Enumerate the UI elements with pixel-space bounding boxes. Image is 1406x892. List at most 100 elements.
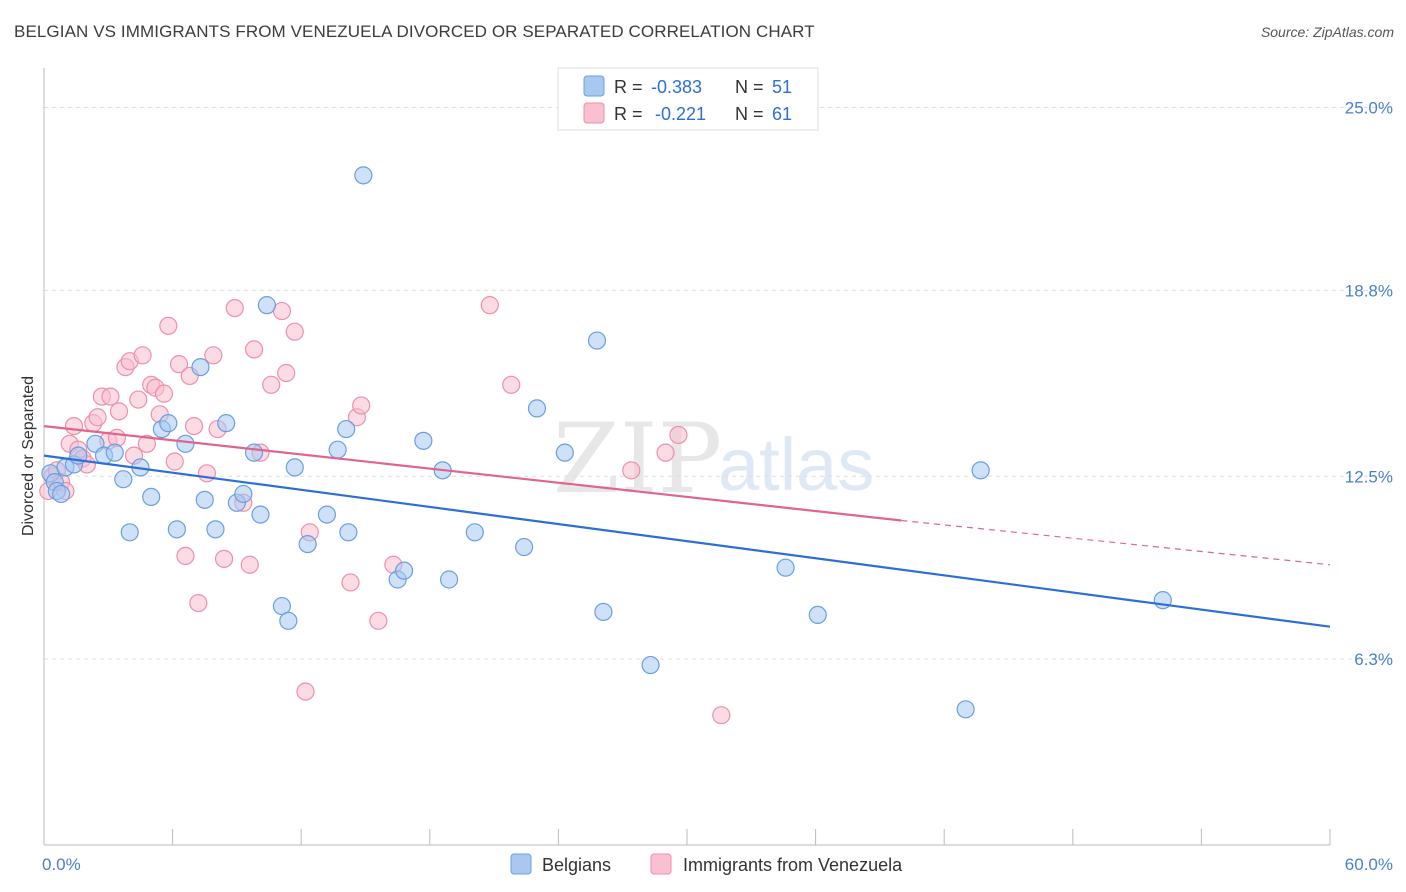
legend-n-value-belgians: 51	[772, 77, 792, 97]
data-point	[189, 593, 208, 613]
data-point	[712, 706, 731, 725]
data-point	[176, 546, 195, 566]
data-point	[105, 443, 124, 462]
data-point	[142, 487, 161, 506]
legend-r-value-belgians: -0.383	[651, 77, 702, 97]
data-point	[206, 520, 225, 539]
y-tick-labels: 6.3% 12.5% 18.8% 25.0%	[1345, 99, 1393, 670]
data-point	[88, 408, 107, 427]
data-point	[339, 523, 358, 542]
legend-swatch-belgians	[583, 75, 605, 97]
data-point	[240, 555, 259, 574]
data-point	[394, 561, 414, 580]
data-point	[285, 322, 304, 341]
data-point	[159, 316, 178, 335]
data-point	[298, 534, 317, 554]
data-point	[352, 396, 371, 415]
data-point	[354, 166, 373, 185]
data-point	[515, 537, 534, 557]
data-point	[277, 363, 296, 383]
trend-lines	[43, 425, 1331, 628]
x-tick-label-min: 0.0%	[42, 855, 81, 874]
data-point	[184, 417, 204, 436]
data-point	[776, 558, 795, 577]
legend-r-label-venezuela: R =	[614, 104, 643, 124]
data-point	[262, 375, 281, 394]
data-point	[165, 452, 184, 471]
data-point	[214, 549, 234, 568]
data-point	[109, 402, 129, 421]
data-point	[217, 414, 236, 433]
data-point	[167, 520, 186, 539]
data-point	[244, 443, 264, 462]
bottom-legend-label-venezuela: Immigrants from Venezuela	[683, 855, 903, 875]
data-point	[279, 611, 298, 630]
data-point	[204, 346, 223, 365]
legend-n-label-venezuela: N =	[735, 104, 764, 124]
data-point	[317, 505, 337, 524]
data-point	[808, 605, 827, 625]
data-point	[257, 296, 277, 315]
legend-n-value-venezuela: 61	[772, 104, 792, 124]
data-point	[555, 443, 574, 462]
data-point	[527, 399, 547, 418]
data-point	[414, 431, 433, 450]
chart-title: BELGIAN VS IMMIGRANTS FROM VENEZUELA DIV…	[14, 22, 815, 41]
legend-r-label-belgians: R =	[614, 77, 643, 97]
trend-line-venezuela-extension	[901, 519, 1331, 566]
data-point	[197, 464, 216, 483]
data-point	[341, 573, 360, 592]
data-point	[465, 523, 484, 542]
data-point	[971, 461, 990, 480]
data-point	[594, 602, 613, 622]
data-point	[129, 390, 148, 409]
x-ticks	[43, 829, 1331, 845]
legend-swatch-venezuela	[583, 102, 605, 124]
bottom-legend-label-belgians: Belgians	[542, 855, 611, 875]
data-point	[502, 375, 521, 394]
legend-r-value-venezuela: -0.221	[655, 104, 706, 124]
data-point	[480, 296, 499, 315]
data-point	[296, 682, 315, 701]
y-tick-label: 12.5%	[1345, 467, 1393, 486]
x-tick-label-max: 60.0%	[1345, 855, 1393, 874]
data-point	[137, 434, 156, 453]
y-axis-label: Divorced or Separated	[20, 376, 37, 536]
watermark-atlas: atlas	[718, 423, 874, 506]
data-point	[120, 523, 139, 542]
watermark-zip: ZIP	[553, 403, 722, 515]
data-point	[641, 655, 660, 675]
bottom-legend-swatch-venezuela	[650, 853, 672, 875]
data-point	[439, 570, 459, 589]
data-point	[169, 355, 189, 374]
data-point	[133, 346, 152, 365]
trend-line-venezuela	[43, 425, 902, 522]
data-point	[337, 419, 356, 439]
data-point	[956, 700, 975, 719]
source-label: Source: ZipAtlas.com	[1260, 24, 1394, 40]
series-belgians	[41, 166, 1172, 719]
data-point	[669, 425, 688, 445]
bottom-legend-swatch-belgians	[510, 853, 532, 875]
data-point	[656, 443, 675, 462]
data-point	[622, 461, 641, 480]
data-point	[369, 611, 388, 630]
data-point	[52, 484, 71, 504]
data-point	[251, 505, 270, 524]
data-point	[154, 384, 174, 403]
data-point	[191, 358, 210, 377]
data-point	[587, 331, 607, 350]
data-point	[234, 484, 253, 504]
data-point	[225, 299, 244, 318]
data-point	[114, 470, 133, 489]
data-point	[159, 414, 178, 433]
data-point	[101, 387, 120, 406]
legend: R = -0.383 N = 51 R = -0.221 N = 61	[557, 67, 819, 131]
data-point	[244, 340, 264, 359]
data-point	[328, 440, 347, 459]
bottom-legend: Belgians Immigrants from Venezuela	[510, 853, 903, 875]
y-tick-label: 6.3%	[1354, 650, 1393, 669]
data-point	[176, 434, 195, 453]
data-point	[64, 417, 84, 436]
